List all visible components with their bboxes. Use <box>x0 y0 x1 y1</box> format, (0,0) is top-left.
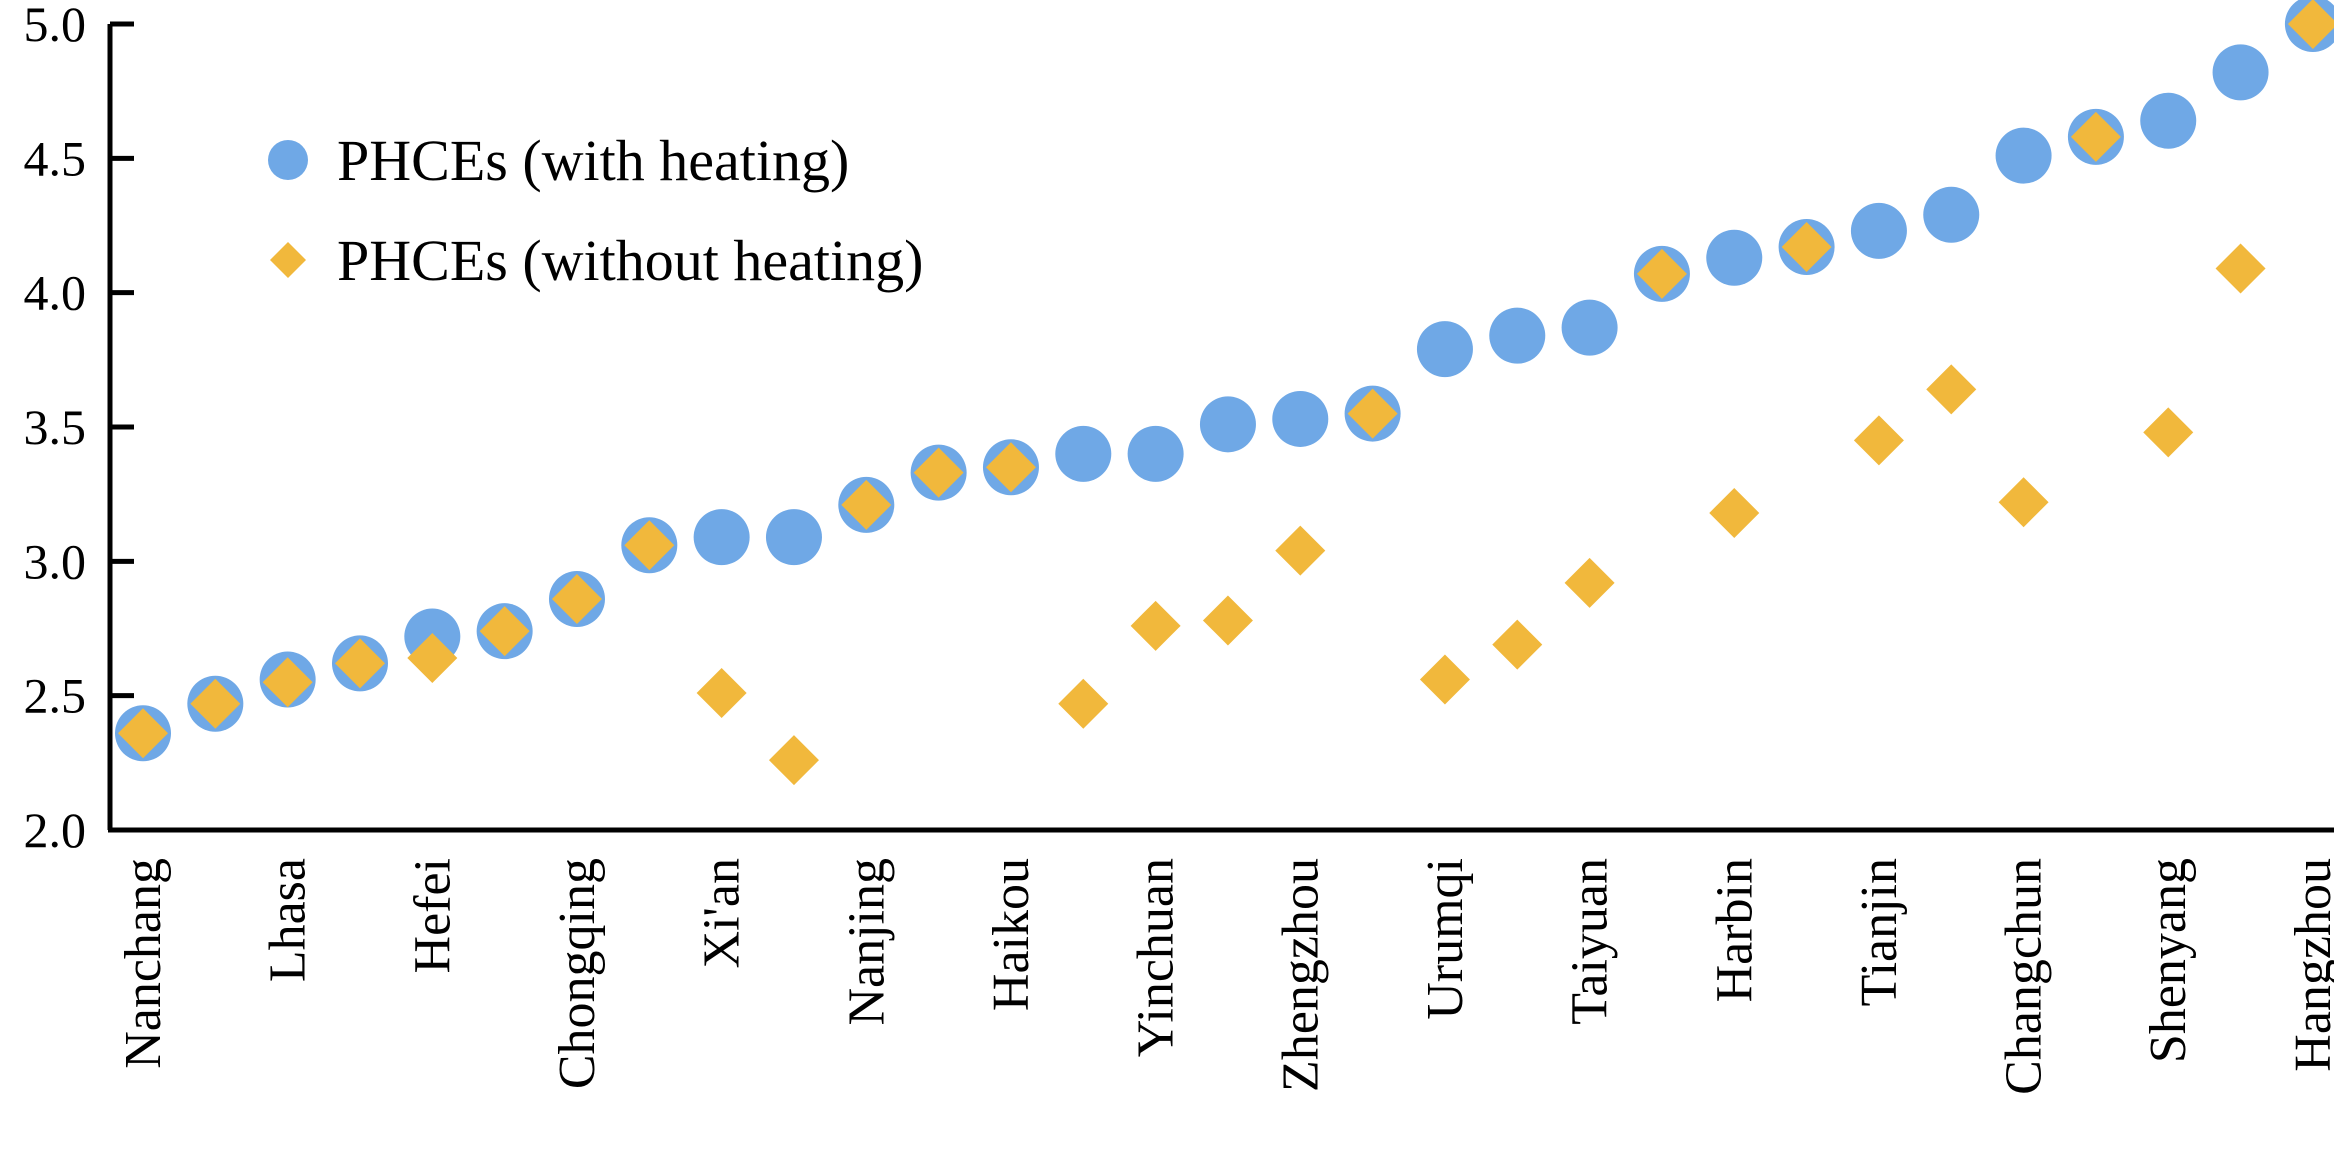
legend: PHCEs (with heating) PHCEs (without heati… <box>268 128 923 293</box>
without-heating-point <box>407 633 458 684</box>
without-heating-point <box>2070 111 2121 162</box>
without-heating-point <box>479 606 530 657</box>
with-heating-point <box>1055 425 1112 482</box>
with-heating-point <box>1199 396 1256 453</box>
without-heating-point <box>1926 364 1977 415</box>
with-heating-point <box>1416 321 1473 378</box>
without-heating-point <box>985 442 1036 493</box>
with-heating-point <box>693 509 750 566</box>
x-category-label: Lhasa <box>260 858 317 982</box>
without-heating-point <box>118 708 168 759</box>
x-category-label: Xi'an <box>694 858 751 968</box>
with-heating-point <box>1923 186 1980 243</box>
y-tick-label: 2.5 <box>24 668 87 724</box>
without-heating-point <box>1347 388 1398 439</box>
with-heating-point <box>765 509 822 566</box>
data-marks <box>115 0 2334 786</box>
legend-without-heating-label: PHCEs (without heating) <box>337 228 923 293</box>
x-category-label: Harbin <box>1706 858 1763 1002</box>
legend-with-heating-marker <box>268 140 308 180</box>
x-category-label: Changchun <box>1996 858 2053 1095</box>
x-category-label: Nanchang <box>115 858 172 1069</box>
y-tick-label: 3.0 <box>24 533 87 589</box>
without-heating-point <box>262 657 313 708</box>
with-heating-point <box>2212 44 2269 101</box>
without-heating-point <box>1636 248 1687 299</box>
x-category-label: Yinchuan <box>1128 858 1185 1057</box>
y-tick-label: 5.0 <box>24 0 87 52</box>
without-heating-point <box>2143 407 2194 458</box>
with-heating-point <box>1561 299 1618 356</box>
without-heating-point <box>190 678 241 729</box>
without-heating-point <box>1419 654 1470 705</box>
y-tick-label: 4.5 <box>24 130 87 186</box>
y-tick-label: 2.0 <box>24 802 87 858</box>
with-heating-point <box>1995 127 2052 184</box>
without-heating-point <box>2215 243 2266 294</box>
with-heating-point <box>2140 92 2197 149</box>
without-heating-point <box>1564 557 1615 608</box>
without-heating-point <box>1492 619 1543 670</box>
without-heating-point <box>1202 595 1253 646</box>
without-heating-point <box>1130 600 1181 651</box>
x-category-label: Haikou <box>983 858 1040 1011</box>
without-heating-point <box>1781 221 1832 272</box>
without-heating-point <box>334 638 385 689</box>
without-heating-point <box>1058 678 1109 729</box>
with-heating-point <box>1706 229 1763 286</box>
with-heating-point <box>1127 425 1184 482</box>
x-category-label: Taiyuan <box>1562 858 1619 1025</box>
x-category-label: Nanjing <box>838 858 895 1026</box>
without-heating-point <box>1998 477 2049 528</box>
x-category-label: Tianjin <box>1851 858 1908 1006</box>
x-category-label: Zhengzhou <box>1272 858 1329 1092</box>
legend-without-heating-marker <box>270 242 306 278</box>
x-category-label: Urumqi <box>1417 858 1474 1020</box>
with-heating-point <box>1489 307 1546 364</box>
without-heating-point <box>1709 487 1760 538</box>
without-heating-point <box>2287 0 2334 49</box>
without-heating-point <box>841 479 892 530</box>
y-tick-label: 4.0 <box>24 265 87 321</box>
with-heating-point <box>1272 390 1329 447</box>
y-tick-label: 3.5 <box>24 399 87 455</box>
without-heating-point <box>696 667 747 718</box>
x-category-label: Hefei <box>404 858 461 973</box>
without-heating-point <box>1853 415 1904 466</box>
without-heating-point <box>768 735 819 786</box>
without-heating-point <box>551 573 602 624</box>
with-heating-point <box>1850 202 1907 259</box>
without-heating-point <box>1275 525 1326 576</box>
x-category-label: Hangzhou <box>2285 858 2334 1072</box>
y-axis-ticks: 2.0 2.5 3.0 3.5 4.0 4.5 5.0 <box>24 0 134 858</box>
without-heating-point <box>913 447 964 498</box>
x-category-label: Shenyang <box>2140 858 2197 1063</box>
x-category-label: Chongqing <box>549 858 606 1089</box>
x-axis-labels: Nanchang Lhasa Hefei Chongqing Xi'an Nanjing H… <box>115 858 2334 1095</box>
legend-with-heating-label: PHCEs (with heating) <box>337 128 849 193</box>
without-heating-point <box>624 520 675 571</box>
